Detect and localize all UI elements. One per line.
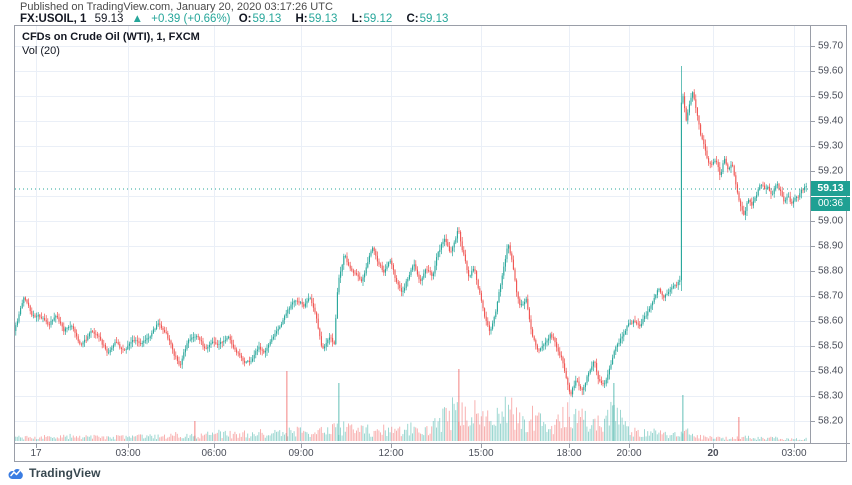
time-tick-label: 03:00 [115, 448, 141, 459]
price-tick-dash [811, 371, 815, 372]
time-tick-dash [794, 444, 795, 448]
price-tick-dash [811, 171, 815, 172]
price-tick-label: 59.40 [818, 115, 844, 127]
chart-legend[interactable]: CFDs on Crude Oil (WTI), 1, FXCM Vol (20… [22, 30, 200, 58]
symbol-info-bar: FX:USOIL, 1 59.13 ▲ +0.39 (+0.66%) O:59.… [20, 13, 459, 25]
time-tick-dash [629, 444, 630, 448]
time-tick-dash [391, 444, 392, 448]
price-tick-label: 59.70 [818, 40, 844, 52]
time-tick-dash [301, 444, 302, 448]
ohlc-high: H:59.13 [295, 13, 338, 25]
time-tick-label: 17 [30, 448, 42, 459]
tradingview-brand[interactable]: TradingView [8, 466, 101, 480]
time-tick-dash [36, 444, 37, 448]
tradingview-logo-icon [8, 468, 23, 479]
price-tick-dash [811, 296, 815, 297]
time-tick-dash [569, 444, 570, 448]
time-tick-label: 06:00 [201, 448, 227, 459]
price-tick-label: 59.50 [818, 90, 844, 102]
price-axis[interactable]: 59.13 00:36 59.70 59.60 59.50 59.40 59.30 59.… [810, 26, 850, 443]
price-tick-label: 58.20 [818, 415, 844, 427]
price-tick-label: 58.70 [818, 290, 844, 302]
change-value: +0.39 (+0.66%) [151, 13, 231, 25]
price-tick-dash [811, 46, 815, 47]
tradingview-brand-text: TradingView [29, 466, 101, 480]
time-axis[interactable]: 17 03:00 06:00 09:00 12:00 15:00 18:00 20:00 20 0… [15, 443, 850, 463]
ohlc-close: C:59.13 [406, 13, 449, 25]
time-tick-dash [128, 444, 129, 448]
candlestick-volume-canvas[interactable] [15, 26, 810, 443]
price-tick-label: 58.90 [818, 240, 844, 252]
price-tick-label: 59.00 [818, 215, 844, 227]
chart-frame: CFDs on Crude Oil (WTI), 1, FXCM Vol (20… [14, 25, 850, 463]
price-tick-dash [811, 421, 815, 422]
price-tick-dash [811, 346, 815, 347]
price-tick-label: 58.60 [818, 315, 844, 327]
legend-volume-indicator[interactable]: Vol (20) [22, 45, 60, 57]
price-tick-dash [811, 221, 815, 222]
current-price-label: 59.13 [811, 181, 850, 196]
change-arrow-icon: ▲ [131, 13, 144, 25]
price-tick-label: 58.40 [818, 365, 844, 377]
price-tick-label: 58.50 [818, 340, 844, 352]
legend-symbol-title[interactable]: CFDs on Crude Oil (WTI), 1, FXCM [22, 31, 200, 43]
time-tick-label: 18:00 [556, 448, 582, 459]
time-tick-label: 20:00 [616, 448, 642, 459]
price-tick-label: 59.20 [818, 165, 844, 177]
price-tick-dash [811, 246, 815, 247]
last-price: 59.13 [94, 13, 124, 25]
price-tick-dash [811, 321, 815, 322]
price-tick-dash [811, 96, 815, 97]
price-tick-label: 58.30 [818, 390, 844, 402]
symbol-name: FX:USOIL, 1 [20, 13, 87, 25]
price-tick-dash [811, 146, 815, 147]
price-tick-label: 58.80 [818, 265, 844, 277]
time-tick-label: 03:00 [781, 448, 807, 459]
time-tick-dash [713, 444, 714, 448]
price-tick-dash [811, 271, 815, 272]
price-tick-label: 59.60 [818, 65, 844, 77]
ohlc-open: O:59.13 [238, 13, 282, 25]
time-tick-label: 15:00 [468, 448, 494, 459]
price-tick-dash [811, 396, 815, 397]
price-tick-label: 59.30 [818, 140, 844, 152]
published-line: Published on TradingView.com, January 20… [20, 1, 333, 13]
price-tick-dash [811, 121, 815, 122]
bar-countdown-label: 00:36 [811, 197, 850, 211]
ohlc-low: L:59.12 [351, 13, 393, 25]
price-chart-plot[interactable]: CFDs on Crude Oil (WTI), 1, FXCM Vol (20… [15, 26, 810, 443]
time-tick-label: 09:00 [288, 448, 314, 459]
time-tick-dash [214, 444, 215, 448]
price-tick-dash [811, 71, 815, 72]
time-tick-label: 12:00 [378, 448, 404, 459]
time-tick-label: 20 [707, 448, 719, 459]
time-tick-dash [481, 444, 482, 448]
